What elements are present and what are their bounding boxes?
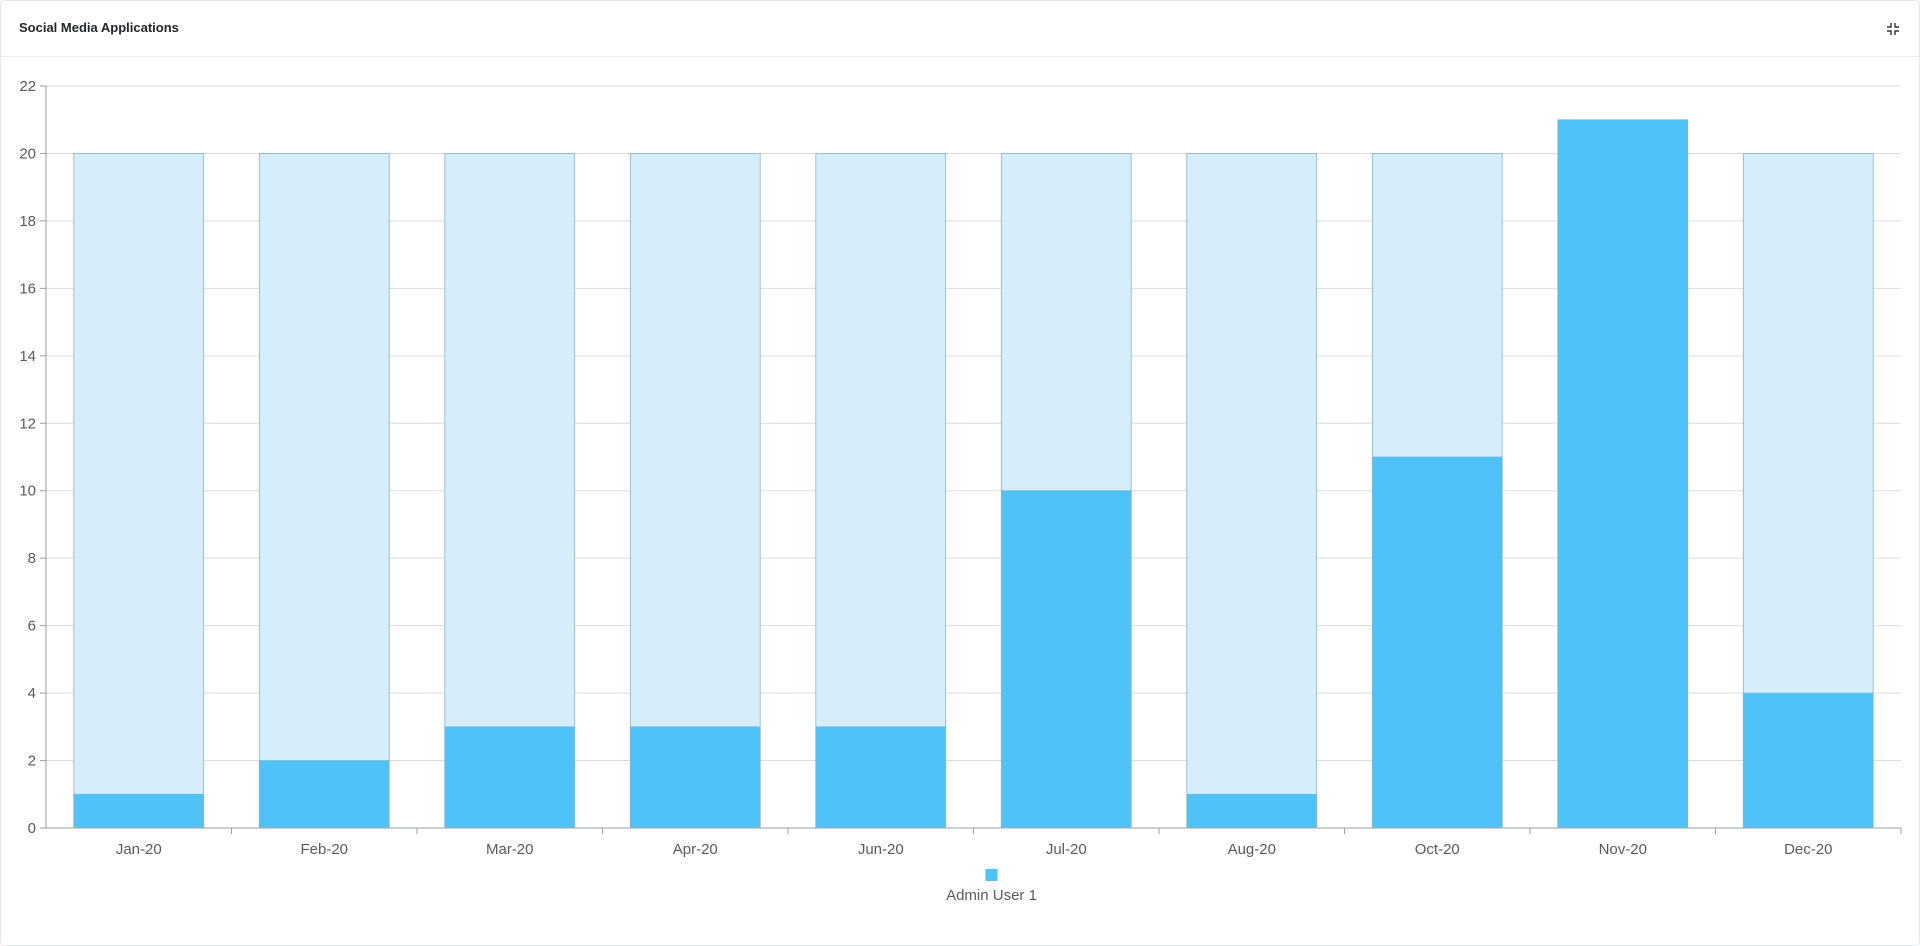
background-bar xyxy=(444,153,576,829)
data-bar[interactable] xyxy=(444,726,576,829)
y-tick-label: 12 xyxy=(19,415,36,432)
y-tick-label: 0 xyxy=(28,820,36,837)
legend-label[interactable]: Admin User 1 xyxy=(946,887,1037,904)
y-tick-label: 20 xyxy=(19,145,36,162)
data-bar[interactable] xyxy=(629,726,761,829)
x-tick-label: Jul-20 xyxy=(1046,841,1087,858)
x-tick-label: Oct-20 xyxy=(1415,841,1460,858)
x-tick-label: Feb-20 xyxy=(300,841,348,858)
background-bar xyxy=(258,153,390,829)
card-header: Social Media Applications xyxy=(1,1,1919,57)
data-bar[interactable] xyxy=(73,793,205,829)
legend-swatch[interactable] xyxy=(985,869,998,881)
x-tick-label: Jan-20 xyxy=(116,841,162,858)
y-tick-label: 22 xyxy=(19,78,36,95)
data-bar[interactable] xyxy=(1000,490,1132,829)
background-bar xyxy=(73,153,205,829)
background-bar xyxy=(629,153,761,829)
y-tick-label: 2 xyxy=(28,753,36,770)
x-tick-label: Aug-20 xyxy=(1228,841,1276,858)
y-tick-label: 14 xyxy=(19,348,36,365)
data-bar[interactable] xyxy=(258,760,390,829)
x-tick-label: Mar-20 xyxy=(486,841,534,858)
card-title: Social Media Applications xyxy=(19,20,179,35)
y-tick-label: 4 xyxy=(28,685,36,702)
x-tick-label: Dec-20 xyxy=(1784,841,1832,858)
y-tick-label: 10 xyxy=(19,483,36,500)
data-bar[interactable] xyxy=(1742,692,1874,829)
collapse-button[interactable] xyxy=(1883,19,1903,39)
background-bar xyxy=(1186,153,1318,829)
y-tick-label: 18 xyxy=(19,213,36,230)
bar-chart: 0 2 4 6 8 10 12 14 16 18 20 22 Jan-20 Feb-20 Mar-20 Apr… xyxy=(19,78,1902,904)
x-tick-label: Apr-20 xyxy=(673,841,718,858)
data-bar[interactable] xyxy=(1557,119,1689,829)
y-tick-label: 16 xyxy=(19,280,36,297)
chart-area: 0 2 4 6 8 10 12 14 16 18 20 22 Jan-20 Feb-20 Mar-20 Apr… xyxy=(1,58,1919,918)
x-tick-label: Nov-20 xyxy=(1599,841,1647,858)
data-bar[interactable] xyxy=(1186,793,1318,829)
y-tick-label: 6 xyxy=(28,618,36,635)
data-bar[interactable] xyxy=(1371,456,1503,829)
y-tick-label: 8 xyxy=(28,550,36,567)
collapse-icon xyxy=(1887,23,1899,35)
x-tick-label: Jun-20 xyxy=(858,841,904,858)
background-bar xyxy=(815,153,947,829)
data-bar[interactable] xyxy=(815,726,947,829)
